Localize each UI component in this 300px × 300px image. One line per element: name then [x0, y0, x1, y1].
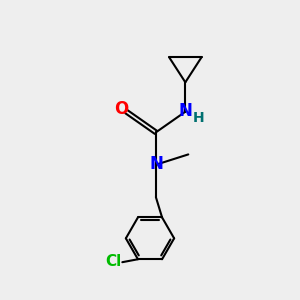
Text: H: H: [193, 111, 204, 125]
Text: O: O: [114, 100, 128, 118]
Text: N: N: [179, 101, 193, 119]
Text: N: N: [149, 155, 164, 173]
Text: Cl: Cl: [105, 254, 122, 269]
